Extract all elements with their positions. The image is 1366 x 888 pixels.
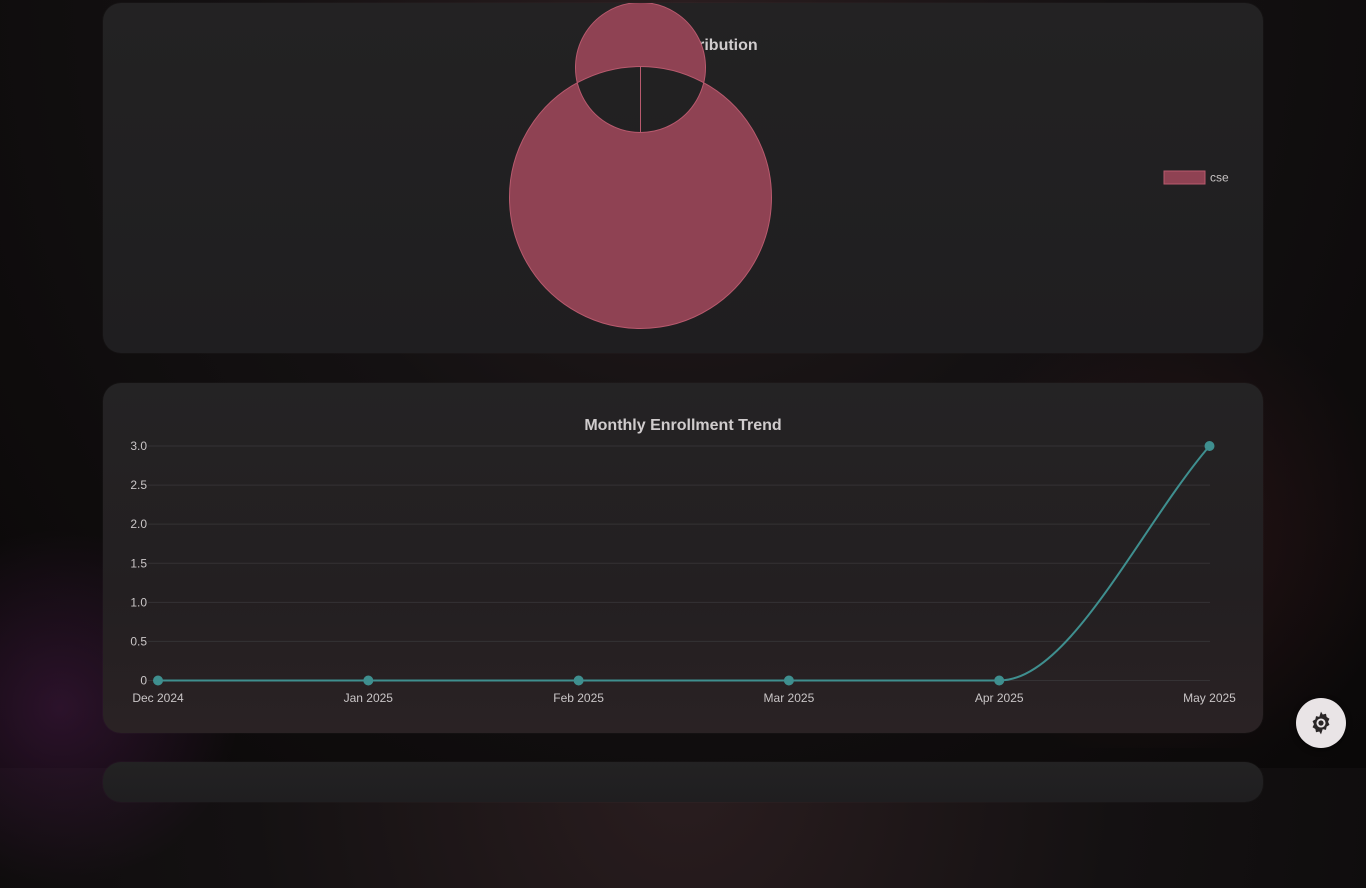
data-point[interactable] [573, 675, 584, 686]
y-tick-label: 2.0 [130, 517, 147, 531]
monthly-enrollment-card: Monthly Enrollment Trend 0 0.5 1.0 1.5 2.0 2.… [103, 383, 1263, 733]
data-point[interactable] [994, 675, 1005, 686]
data-point[interactable] [363, 675, 374, 686]
donut-slice[interactable] [509, 2, 772, 329]
gear-icon [1312, 711, 1330, 735]
course-distribution-card: Course Distribution cse [103, 2, 1263, 353]
y-tick-label: 2.5 [130, 478, 147, 492]
x-tick-label: Apr 2025 [975, 691, 1024, 705]
settings-button[interactable] [1296, 698, 1346, 748]
legend-swatch[interactable] [1163, 170, 1206, 185]
course-distribution-chart: Course Distribution cse [509, 2, 1229, 329]
next-card [103, 762, 1263, 802]
data-point[interactable] [783, 675, 794, 686]
x-tick-label: May 2025 [1183, 691, 1236, 705]
x-tick-label: Mar 2025 [764, 691, 815, 705]
y-tick-label: 3.0 [130, 439, 147, 453]
monthly-enrollment-chart: Monthly Enrollment Trend 0 0.5 1.0 1.5 2.0 2.… [130, 417, 1236, 705]
x-tick-label: Dec 2024 [132, 691, 184, 705]
y-tick-label: 0 [140, 674, 147, 688]
x-tick-label: Jan 2025 [344, 691, 394, 705]
y-tick-label: 0.5 [130, 634, 147, 648]
y-tick-label: 1.0 [130, 595, 147, 609]
x-tick-label: Feb 2025 [553, 691, 604, 705]
legend-label[interactable]: cse [1210, 171, 1229, 185]
data-point[interactable] [1204, 441, 1215, 451]
chart-title: Monthly Enrollment Trend [584, 417, 781, 434]
data-point[interactable] [153, 675, 163, 686]
y-tick-label: 1.5 [130, 556, 147, 570]
